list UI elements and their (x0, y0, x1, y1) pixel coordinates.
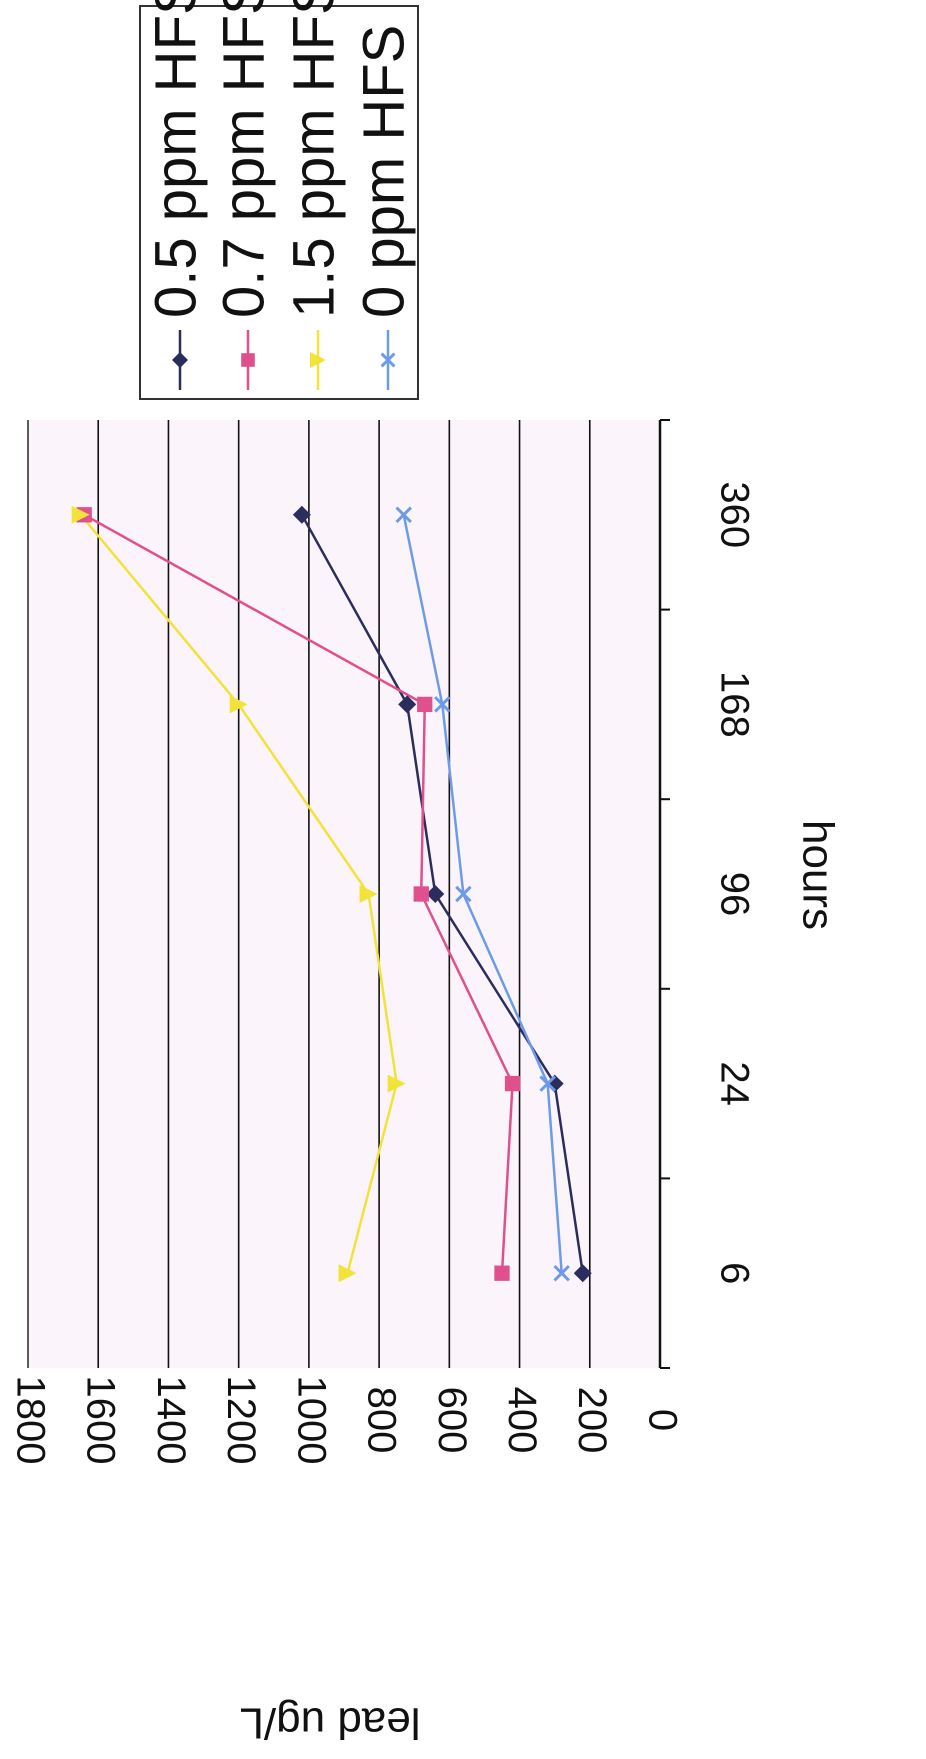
category-tick-label: 96 (712, 872, 756, 917)
plot-area (28, 420, 660, 1368)
value-tick-label: 1000 (289, 1376, 333, 1465)
data-point (172, 352, 188, 368)
legend-label: 0.7 ppm HFS (211, 0, 276, 318)
category-tick-label: 168 (712, 671, 756, 738)
legend-entry: 0.7 ppm HFS (211, 0, 276, 390)
data-point (504, 1075, 521, 1092)
category-tick-label: 360 (712, 481, 756, 548)
data-point (387, 1074, 406, 1093)
category-tick-label: 24 (712, 1061, 756, 1106)
data-point (395, 506, 412, 524)
value-tick-label: 600 (430, 1387, 474, 1454)
data-point (310, 352, 326, 368)
category-axis-ticks (660, 419, 670, 1369)
legend-entry: 0.5 ppm HFS (143, 0, 208, 390)
value-axis-tick-labels: 0 200 400 600 800 1000 1200 1400 1600 1800 (8, 1376, 684, 1465)
data-point (426, 885, 445, 903)
x-axis-title: hours (793, 820, 842, 930)
gridlines (27, 420, 662, 1368)
data-point (494, 1265, 510, 1281)
value-tick-label: 1200 (219, 1376, 263, 1465)
category-tick-label: 6 (712, 1262, 756, 1284)
value-tick-label: 400 (500, 1387, 544, 1454)
data-point (292, 505, 311, 524)
data-point (359, 885, 378, 903)
data-point (455, 885, 472, 903)
data-point (338, 1264, 357, 1283)
data-point (413, 886, 429, 902)
data-point (229, 695, 248, 714)
value-tick-label: 1400 (149, 1376, 193, 1465)
legend-label: 1.5 ppm HFS (281, 0, 346, 318)
data-point (434, 696, 451, 713)
legend-entry: 1.5 ppm HFS (281, 0, 346, 390)
data-point (417, 696, 433, 713)
data-point (398, 695, 417, 714)
value-tick-label: 1600 (79, 1376, 123, 1465)
series-markers (71, 505, 592, 1283)
data-point (573, 1264, 592, 1283)
legend-label: 0.5 ppm HFS (143, 0, 208, 318)
legend-box (139, 5, 419, 400)
data-point (380, 352, 396, 368)
data-point (71, 505, 90, 524)
value-tick-label: 200 (570, 1387, 614, 1454)
legend-label: 0 ppm HFS (351, 25, 416, 318)
data-point (539, 1075, 556, 1092)
legend-entries: 0.5 ppm HFS 0.7 ppm HFS 1.5 ppm HFS 0 ppm H… (143, 0, 416, 390)
legend: 0.5 ppm HFS 0.7 ppm HFS 1.5 ppm HFS 0 ppm H… (139, 0, 419, 400)
value-tick-label: 800 (360, 1387, 404, 1454)
legend-entry: 0 ppm HFS (351, 25, 416, 390)
data-point (553, 1264, 570, 1282)
y-axis-title: lead ug/L (239, 1698, 420, 1747)
category-axis-tick-labels: 6 24 96 168 360 (712, 481, 756, 1284)
data-point (241, 353, 255, 367)
value-tick-label: 1800 (8, 1376, 52, 1465)
value-tick-label: 0 (640, 1409, 684, 1431)
